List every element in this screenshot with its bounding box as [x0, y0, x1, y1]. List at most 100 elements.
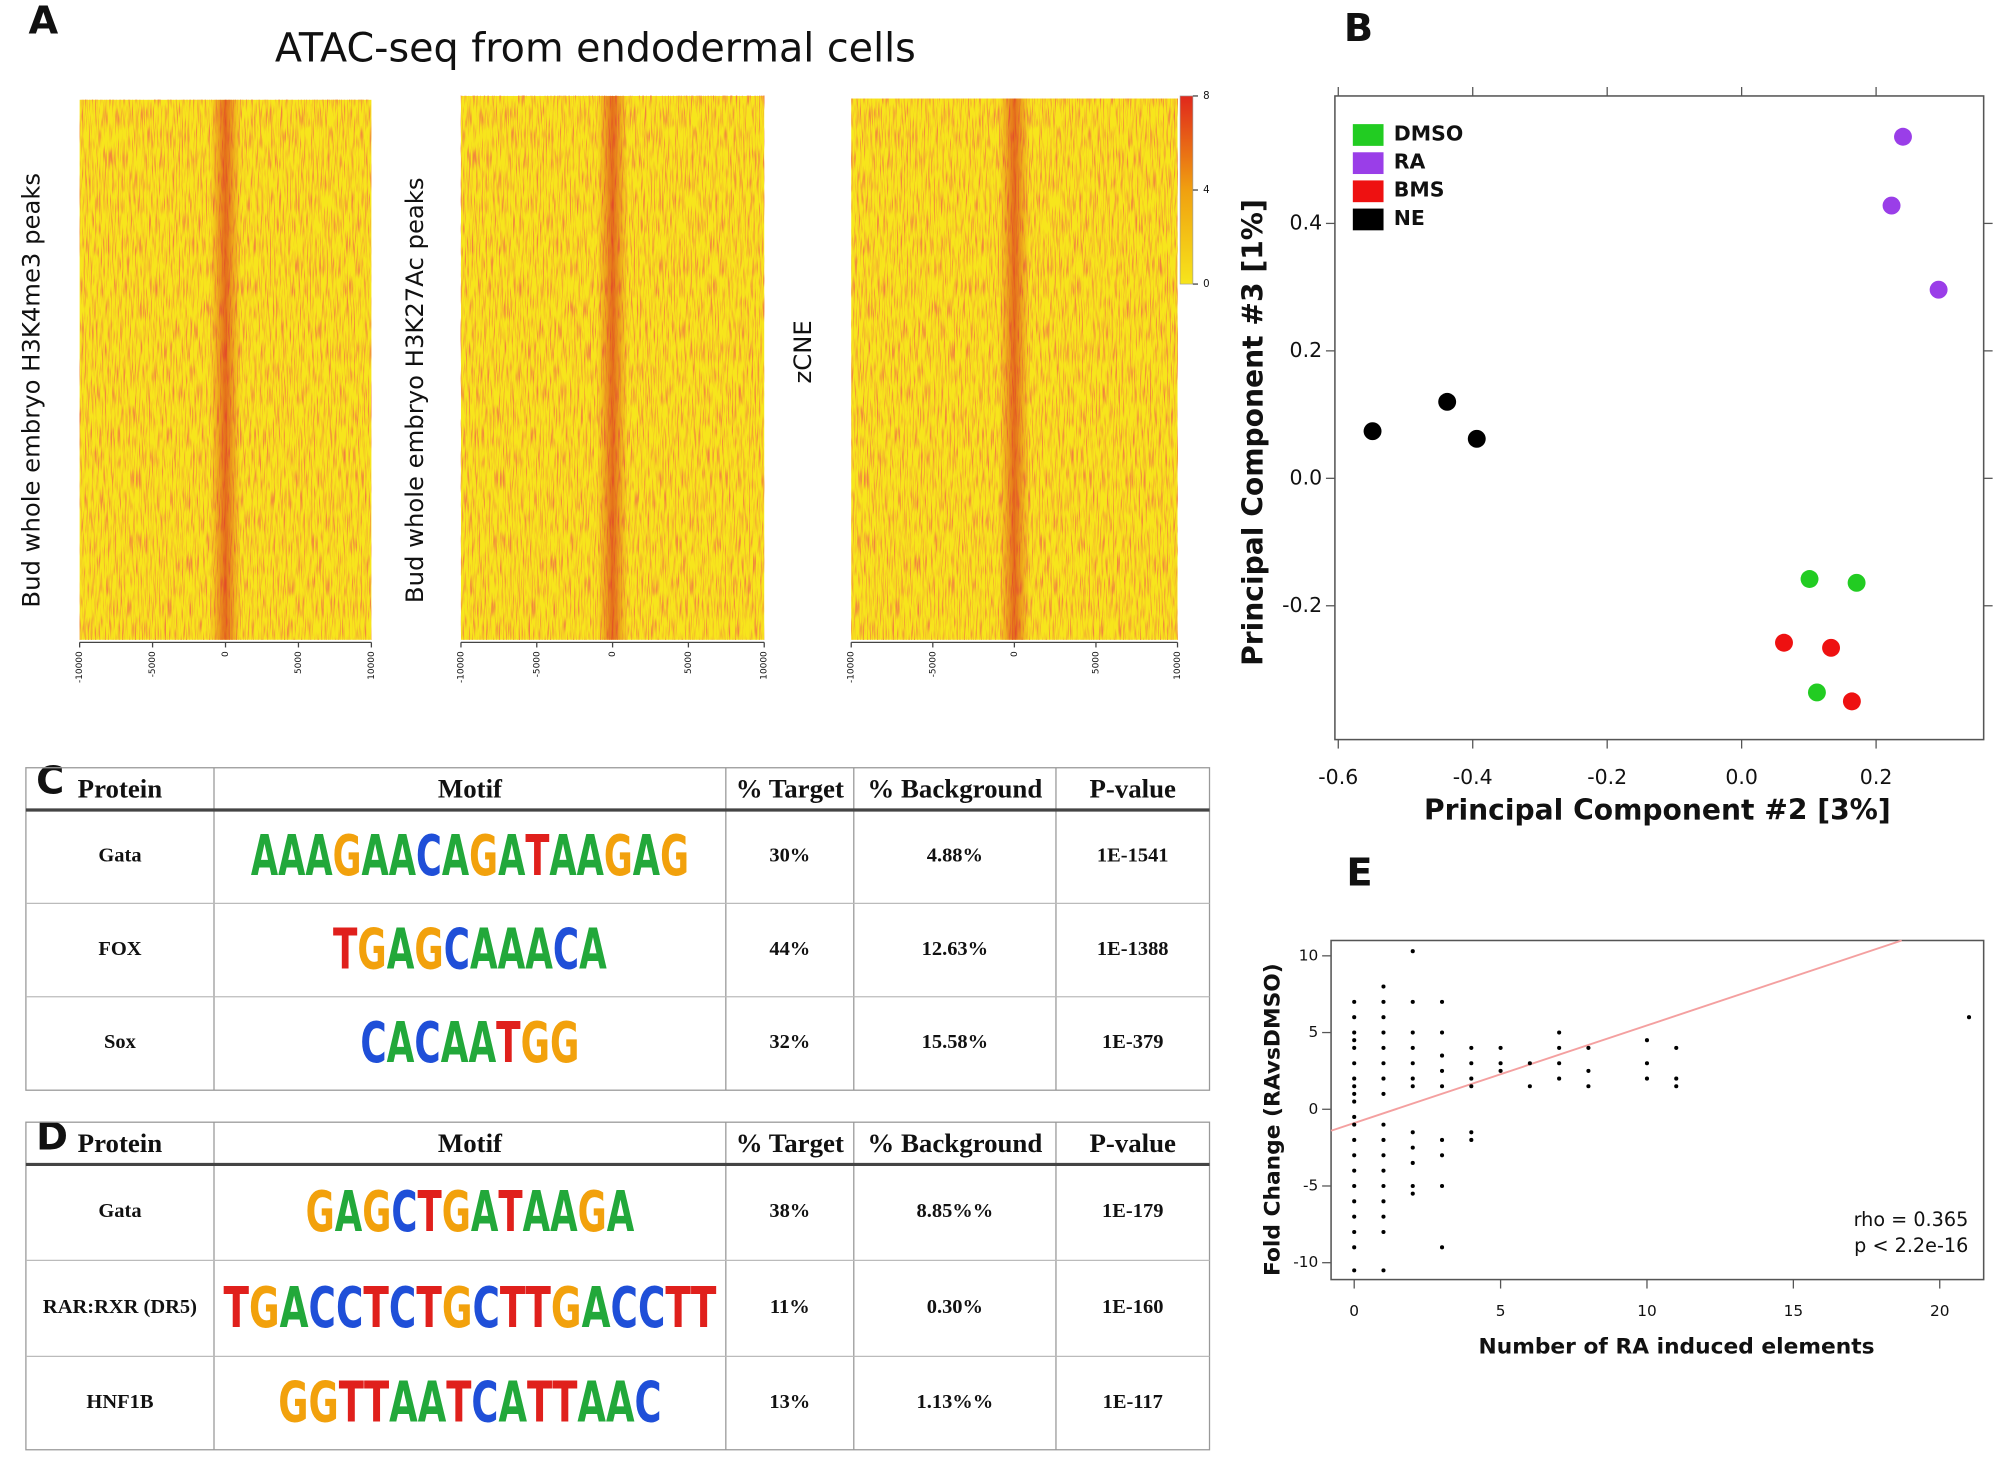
x-tick-label: -0.4	[1453, 765, 1493, 789]
point	[1363, 422, 1382, 441]
point	[1644, 1076, 1650, 1081]
x-tick-label: 10000	[1173, 651, 1183, 680]
table-cell: 1E-379	[1102, 1031, 1163, 1053]
x-tick-label: 10	[1637, 1302, 1657, 1320]
x-tick-label: -5000	[148, 651, 158, 677]
legend-label: NE	[1394, 206, 1425, 230]
point	[1352, 1076, 1357, 1081]
point	[1469, 1084, 1474, 1089]
colorbar-tick-label: 8	[1203, 91, 1210, 102]
table-header: Protein	[78, 774, 163, 804]
point	[1644, 1038, 1650, 1043]
point	[1381, 1153, 1386, 1158]
point	[1352, 1045, 1357, 1050]
fit-line	[1330, 939, 1902, 1132]
table-header: Motif	[438, 1128, 503, 1158]
point	[1352, 1229, 1357, 1235]
table-header: % Target	[736, 1128, 844, 1158]
table-frame	[25, 1121, 1211, 1451]
table-cell: 13%	[769, 1391, 810, 1413]
point	[1352, 1199, 1357, 1204]
point	[1410, 949, 1415, 954]
point	[1381, 984, 1386, 989]
point	[1352, 999, 1357, 1004]
x-tick-label: 10000	[760, 651, 770, 680]
y-axis-label: Fold Change (RAvsDMSO)	[1260, 963, 1285, 1276]
x-tick-label: -10000	[75, 651, 85, 683]
table-header: P-value	[1089, 1128, 1176, 1158]
point	[1586, 1045, 1591, 1050]
point	[1467, 429, 1486, 448]
legend-swatch	[1352, 152, 1384, 175]
point	[1439, 1153, 1445, 1158]
point	[1381, 1183, 1386, 1189]
y-tick-label: 0.0	[1290, 465, 1323, 489]
y-axis-label: Principal Component #3 [1%]	[1236, 199, 1269, 666]
panel-label: E	[1346, 851, 1372, 896]
point	[1352, 1061, 1357, 1066]
x-tick-label: -10000	[456, 651, 466, 683]
point	[1469, 1130, 1474, 1135]
point	[1410, 1191, 1415, 1196]
heatmap-center-signal	[597, 95, 628, 640]
point	[1352, 1268, 1357, 1273]
point	[1800, 570, 1819, 588]
panel-label: A	[28, 0, 58, 44]
y-tick-label: 5	[1309, 1023, 1319, 1041]
table-cell: 1.13%%	[916, 1391, 993, 1413]
table-cell: 1E-117	[1103, 1391, 1163, 1413]
table-cell: 1E-179	[1102, 1200, 1163, 1222]
table-header: % Background	[867, 774, 1042, 804]
point	[1410, 999, 1415, 1004]
point	[1439, 1084, 1445, 1089]
point	[1381, 1214, 1386, 1219]
protein-name: HNF1B	[86, 1391, 153, 1413]
point	[1381, 1137, 1386, 1143]
legend-label: RA	[1394, 150, 1426, 174]
table-header: % Target	[736, 774, 844, 804]
point	[1381, 999, 1386, 1004]
y-tick-label: 0	[1309, 1100, 1319, 1118]
legend-label: DMSO	[1394, 121, 1464, 145]
point	[1410, 1084, 1415, 1089]
point	[1557, 1061, 1562, 1066]
point	[1439, 999, 1445, 1004]
point	[1410, 1030, 1415, 1035]
x-tick-label: 0.0	[1725, 765, 1758, 789]
point	[1410, 1145, 1415, 1150]
motif-logo: TGACCTCTGCTTGACCTT	[223, 1276, 716, 1341]
point	[1469, 1076, 1474, 1081]
protein-name: Gata	[98, 1200, 141, 1222]
x-tick-label: 0	[1010, 651, 1020, 657]
point	[1439, 1030, 1445, 1035]
point	[1381, 1045, 1386, 1050]
protein-name: Sox	[104, 1031, 137, 1053]
heatmap-center-signal	[210, 99, 241, 640]
point	[1352, 1084, 1357, 1089]
y-tick-label: 0.2	[1290, 338, 1323, 362]
point	[1557, 1030, 1562, 1035]
legend-swatch	[1352, 124, 1384, 146]
point	[1498, 1068, 1503, 1073]
point	[1381, 1061, 1386, 1066]
point	[1381, 1091, 1386, 1096]
y-tick-label: 0.4	[1290, 210, 1323, 234]
point	[1352, 1030, 1357, 1035]
heatmap-row-label: zCNE	[788, 320, 817, 383]
point	[1410, 1130, 1415, 1135]
legend-swatch	[1352, 208, 1384, 231]
point	[1674, 1084, 1679, 1089]
x-tick-label: -0.6	[1318, 765, 1358, 789]
panel-label: B	[1344, 6, 1373, 51]
table-cell: 4.88%	[927, 844, 983, 866]
table-cell: 8.85%%	[916, 1200, 993, 1222]
point	[1469, 1137, 1474, 1143]
motif-logo: GGTTAATCATTAAC	[278, 1370, 661, 1435]
x-tick-label: 5000	[1091, 651, 1101, 674]
table-cell: 12.63%	[922, 938, 989, 960]
point	[1381, 1199, 1386, 1204]
point	[1352, 1015, 1357, 1020]
motif-logo: TGAGCAAACA	[333, 917, 607, 982]
point	[1381, 1030, 1386, 1035]
